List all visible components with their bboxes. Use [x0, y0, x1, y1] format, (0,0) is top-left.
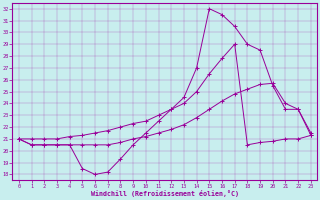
X-axis label: Windchill (Refroidissement éolien,°C): Windchill (Refroidissement éolien,°C): [91, 190, 239, 197]
